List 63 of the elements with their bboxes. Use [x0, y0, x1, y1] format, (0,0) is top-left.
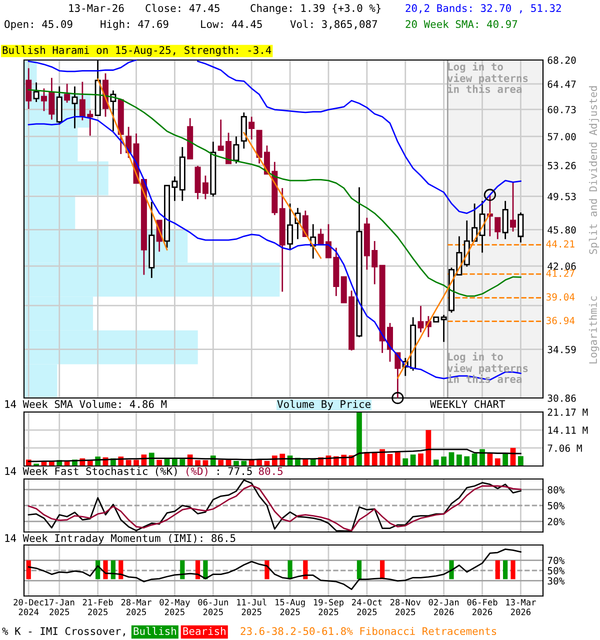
text: 13-Mar-26	[69, 4, 124, 12]
chart-title: 14 Week Intraday Momentum (IMI): 86.5	[5, 534, 236, 544]
y-tick-label: 34.59	[548, 346, 576, 354]
y-tick-label: 70%	[548, 556, 565, 564]
ref-line-label: 44.21	[546, 240, 574, 248]
annotation: Log in to view patterns in this area	[447, 62, 528, 93]
x-tick-label: 02-May 2025	[160, 598, 190, 616]
ref-line-label: 36.94	[546, 316, 575, 324]
text: 23.6-38.2-50-61.8% Fibonacci Retracements	[240, 626, 496, 636]
y-tick-label: 68.20	[548, 56, 576, 64]
y-tick-label: 30%	[548, 577, 565, 585]
y-tick-label: 14.11 M	[548, 426, 588, 434]
y-tick-label: 42.06	[548, 262, 576, 270]
x-tick-label: 21-Feb 2025	[82, 598, 113, 616]
x-tick-label: 28-Mar 2025	[121, 598, 152, 616]
text: Close: 47.45	[146, 4, 220, 12]
x-tick-label: 24-Oct 2025	[352, 598, 382, 616]
text: Change: 1.39 {+3.0 %}	[250, 4, 381, 14]
x-tick-label: 17-Jan 2025	[44, 599, 74, 616]
x-tick-label: 19-Sep 2025	[314, 598, 344, 616]
text: 80.5	[258, 467, 283, 476]
y-tick-label: 49.53	[548, 192, 576, 200]
y-tick-label: 50%	[548, 502, 565, 510]
text: Bearish	[183, 626, 226, 636]
chart-title: 14 Week Fast Stochastic	[5, 466, 148, 476]
ref-line-label: 41.27	[546, 270, 574, 277]
text: Logarithmic	[588, 296, 600, 364]
x-tick-label: 28-Nov 2025	[390, 598, 420, 616]
y-tick-label: 7.06 M	[548, 444, 582, 452]
text: 20,2 Bands: 32.70 , 51.32	[406, 4, 561, 14]
y-tick-label: 20%	[548, 518, 565, 526]
y-axis-title: Split and Dividend Adjusted	[588, 86, 600, 254]
y-tick-label: 80%	[548, 486, 565, 494]
x-tick-label: 02-Jan 2026	[428, 598, 459, 616]
text: (%K)	[156, 467, 177, 476]
x-tick-label: 15-Aug 2025	[276, 599, 305, 616]
text: (%D)	[186, 467, 208, 476]
y-tick-label: 50%	[548, 567, 565, 574]
x-tick-label: 06-Jun 2025	[198, 598, 228, 616]
text: : 77.5	[218, 467, 252, 476]
text: Vol: 3,865,087	[290, 20, 378, 30]
text: Low: 44.45	[201, 20, 262, 28]
x-tick-label: 20-Dec 2024	[14, 598, 44, 616]
text: Bullish	[134, 626, 176, 636]
y-tick-label: 57.00	[548, 132, 576, 140]
text: Volume By Price	[277, 400, 370, 410]
text: Open: 45.09	[4, 20, 72, 30]
ref-line-label: 39.04	[546, 293, 575, 301]
y-tick-label: 21.17 M	[548, 408, 588, 416]
y-tick-label: 60.73	[548, 106, 576, 114]
y-tick-label: 30.86	[548, 394, 576, 402]
x-tick-label: 11-Jul 2025	[237, 598, 266, 616]
y-tick-label: 45.80	[548, 226, 576, 234]
x-tick-label: 06-Feb 2026	[467, 598, 498, 616]
y-tick-label: 64.47	[548, 80, 576, 88]
text: WEEKLY CHART	[430, 400, 506, 408]
text: High: 47.69	[100, 20, 168, 30]
y-tick-label: 53.26	[548, 162, 576, 170]
x-tick-label: 13-Mar 2026	[506, 598, 536, 616]
text: 20 Week SMA: 40.97	[406, 20, 518, 28]
text: 14 Week SMA Volume: 4.86 M	[5, 400, 167, 408]
text: Bullish Harami on 15-Aug-25, Strength: -3.4	[2, 46, 272, 56]
text: % K - IMI Crossover,	[2, 627, 125, 636]
